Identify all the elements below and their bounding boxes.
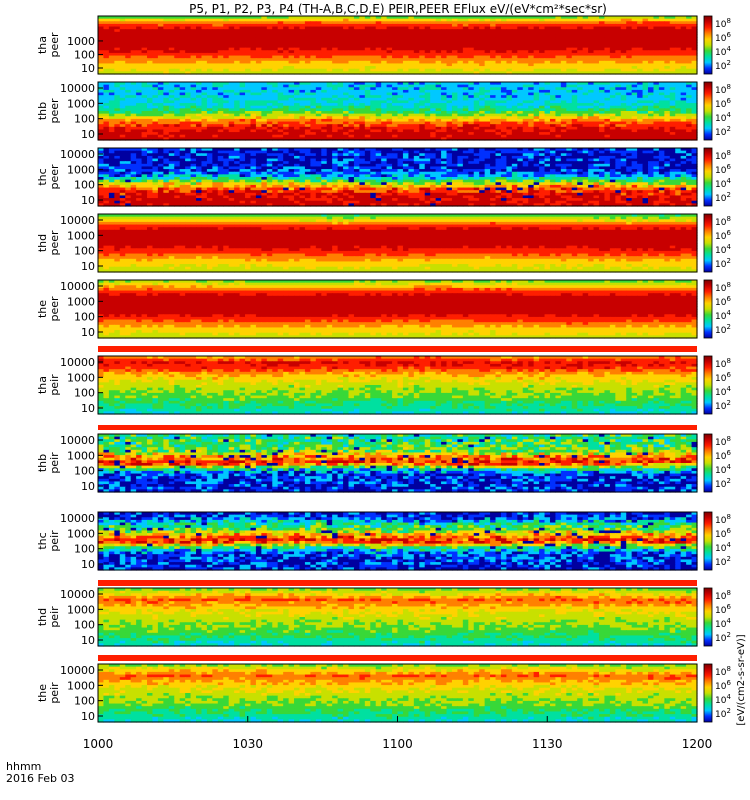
spectrogram-cells (98, 82, 698, 141)
colorbar (704, 82, 712, 140)
colorbar-tick-label: 102 (715, 125, 731, 138)
panel-product-label: peer (48, 98, 61, 124)
spectrogram-panel-3: 10100100010000thc peer102104106108 (36, 148, 731, 207)
colorbar-tick-label: 108 (715, 83, 731, 96)
y-tick-label: 10 (81, 128, 95, 141)
spectrogram-panel-2: 10100100010000thb peer102104106108 (36, 82, 731, 141)
multi-panel-spectrogram-figure: P5, P1, P2, P3, P4 (TH-A,B,C,D,E) PEIR,P… (0, 0, 750, 800)
y-tick-label: 10000 (60, 82, 95, 95)
colorbar-tick-label: 108 (715, 17, 731, 30)
colorbar-tick-label: 106 (715, 31, 731, 44)
y-tick-label: 1000 (67, 97, 95, 110)
colorbar-tick-label: 104 (715, 111, 731, 124)
y-tick-label: 1000 (67, 35, 95, 48)
panel-product-label: peer (48, 32, 61, 58)
colorbar-tick-label: 102 (715, 59, 731, 72)
y-tick-label: 100 (74, 48, 95, 61)
figure-title: P5, P1, P2, P3, P4 (TH-A,B,C,D,E) PEIR,P… (189, 2, 607, 16)
y-tick-label: 100 (74, 113, 95, 126)
y-tick-label: 10 (81, 62, 95, 75)
colorbar-tick-label: 104 (715, 45, 731, 58)
colorbar (704, 16, 712, 74)
spectrogram-cells (98, 148, 698, 207)
spectrogram-cells (98, 16, 698, 75)
colorbar-tick-label: 106 (715, 97, 731, 110)
